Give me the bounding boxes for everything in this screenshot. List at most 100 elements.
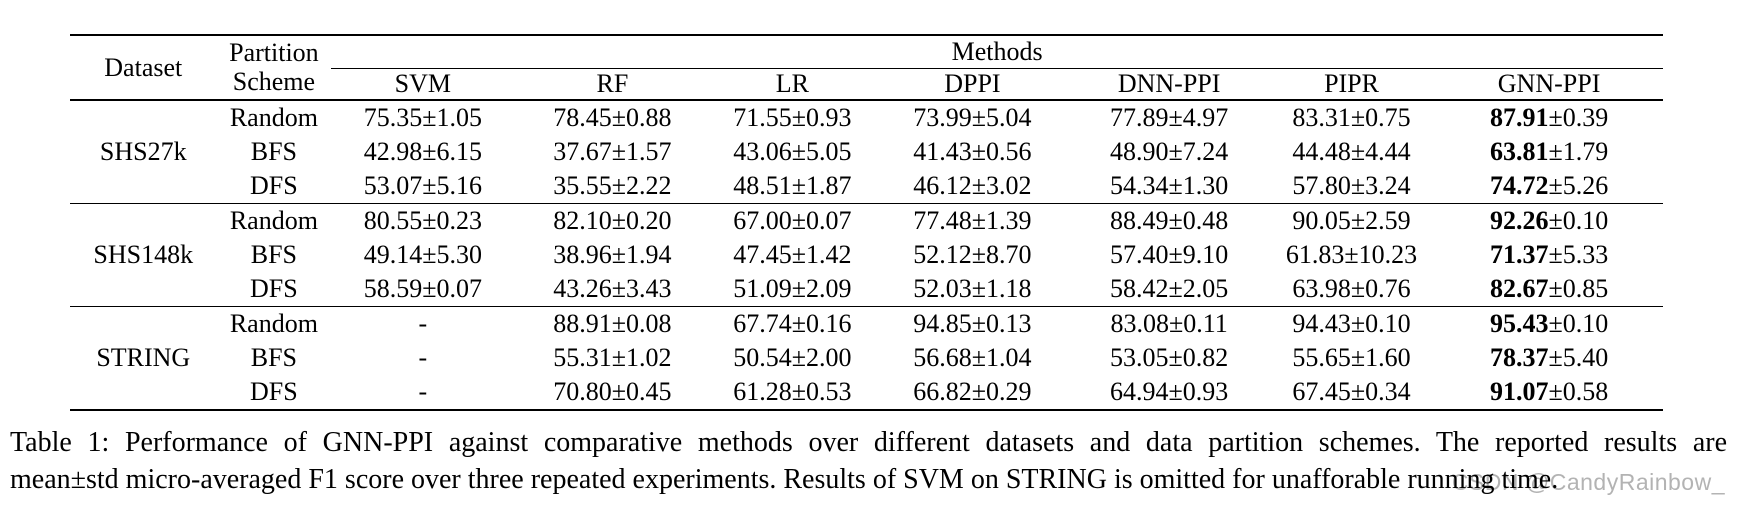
table-row: BFS 42.98±6.15 37.67±1.57 43.06±5.05 41.43±0… — [70, 135, 1663, 169]
value-cell: 74.72±5.26 — [1435, 169, 1663, 204]
col-header-partition-scheme: Partition Scheme — [216, 35, 332, 101]
caption-line-1: Table 1: Performance of GNN-PPI against … — [10, 427, 1727, 458]
value-cell: 71.37±5.33 — [1489, 240, 1609, 269]
value-cell: 66.82±0.29 — [913, 377, 1032, 406]
partition-label-line2: Scheme — [232, 66, 316, 96]
col-header-gnn-ppi: GNN-PPI — [1435, 68, 1663, 101]
col-header-svm: SVM — [331, 68, 515, 101]
value-cell: 77.89±4.97 — [1110, 103, 1229, 132]
value-cell: 78.37±5.40 — [1489, 343, 1609, 372]
header-row-top: Dataset Partition Scheme Methods — [70, 35, 1663, 101]
value-cell: 61.28±0.53 — [733, 377, 852, 406]
value-cell: 50.54±2.00 — [733, 343, 852, 372]
value-cell: 63.98±0.76 — [1267, 272, 1436, 307]
value-cell: - — [418, 377, 428, 406]
value-cell: 63.81±1.79 — [1489, 137, 1609, 166]
value-cell: 48.90±7.24 — [1110, 137, 1229, 166]
value-cell: 57.80±3.24 — [1267, 169, 1436, 204]
dataset-cell-shs148k: SHS148k — [70, 203, 217, 307]
dataset-cell-string: STRING — [96, 343, 191, 372]
scheme-cell: DFS — [216, 272, 332, 307]
value-cell: 88.49±0.48 — [1110, 206, 1229, 235]
table-row: BFS - 55.31±1.02 50.54±2.00 56.68±1.04 53.05±… — [70, 341, 1663, 375]
value-cell: 52.03±1.18 — [874, 272, 1071, 307]
value-cell: 64.94±0.93 — [1110, 377, 1229, 406]
value-cell: 82.10±0.20 — [553, 206, 672, 235]
value-cell: 80.55±0.23 — [363, 206, 482, 235]
value-cell: 51.09±2.09 — [710, 272, 875, 307]
value-cell: 77.48±1.39 — [913, 206, 1032, 235]
col-header-dppi: DPPI — [874, 68, 1071, 101]
scheme-cell: Random — [229, 309, 318, 338]
value-cell: 42.98±6.15 — [363, 137, 482, 166]
table-row: DFS 58.59±0.07 43.26±3.43 51.09±2.09 52.03±1… — [70, 272, 1663, 307]
dataset-cell-shs27k: SHS27k — [70, 100, 217, 204]
col-header-lr: LR — [710, 68, 875, 101]
value-cell: 43.26±3.43 — [514, 272, 711, 307]
value-cell: 37.67±1.57 — [553, 137, 672, 166]
value-cell: 70.80±0.45 — [553, 377, 672, 406]
value-cell: 46.12±3.02 — [874, 169, 1071, 204]
value-cell: 67.74±0.16 — [733, 309, 852, 338]
value-cell: 54.34±1.30 — [1070, 169, 1268, 204]
col-header-methods-group: Methods — [331, 35, 1663, 69]
table-row: DFS - 70.80±0.45 61.28±0.53 66.82±0.29 64.94±… — [70, 375, 1663, 410]
value-cell: 53.05±0.82 — [1110, 343, 1229, 372]
value-cell: 49.14±5.30 — [363, 240, 482, 269]
value-cell: 57.40±9.10 — [1110, 240, 1229, 269]
value-cell: 67.00±0.07 — [733, 206, 852, 235]
value-cell: 47.45±1.42 — [733, 240, 852, 269]
value-cell: 78.45±0.88 — [553, 103, 672, 132]
value-cell: 82.67±0.85 — [1435, 272, 1663, 307]
table-row: DFS 53.07±5.16 35.55±2.22 48.51±1.87 46.12±3… — [70, 169, 1663, 204]
table-caption: Table 1: Performance of GNN-PPI against … — [10, 424, 1727, 498]
value-cell: 91.07±0.58 — [1489, 377, 1609, 406]
value-cell: 90.05±2.59 — [1292, 206, 1411, 235]
value-cell: 87.91±0.39 — [1489, 103, 1609, 132]
caption-line-2: mean±std micro-averaged F1 score over th… — [10, 464, 1559, 495]
value-cell: 73.99±5.04 — [913, 103, 1032, 132]
table-row: STRING Random - 88.91±0.08 67.74±0.16 94.85±0… — [70, 307, 1663, 372]
value-cell: 61.83±10.23 — [1285, 240, 1418, 269]
scheme-cell: DFS — [250, 377, 298, 406]
value-cell: - — [418, 343, 428, 372]
value-cell: 94.43±0.10 — [1292, 309, 1411, 338]
value-cell: 56.68±1.04 — [913, 343, 1032, 372]
value-cell: 55.65±1.60 — [1292, 343, 1411, 372]
table-row: BFS 49.14±5.30 38.96±1.94 47.45±1.42 52.12±8… — [70, 238, 1663, 272]
value-cell: 67.45±0.34 — [1292, 377, 1411, 406]
methods-header-row: SVM RF LR DPPI DNN-PPI PIPR GNN-PPI — [70, 68, 1663, 101]
col-header-rf: RF — [514, 68, 711, 101]
value-cell: - — [418, 309, 428, 338]
value-cell: 71.55±0.93 — [733, 103, 852, 132]
results-table: Dataset Partition Scheme Methods SVM RF LR D… — [70, 34, 1663, 411]
value-cell: 52.12±8.70 — [913, 240, 1032, 269]
value-cell: 41.43±0.56 — [913, 137, 1032, 166]
scheme-cell: BFS — [250, 240, 298, 269]
col-header-dataset: Dataset — [70, 35, 217, 101]
value-cell: 55.31±1.02 — [553, 343, 672, 372]
table-body: SHS27k Random 75.35±1.05 78.45±0.88 71.55±0.… — [70, 100, 1663, 410]
value-cell: 58.59±0.07 — [331, 272, 515, 307]
scheme-cell: Random — [229, 206, 318, 235]
value-cell: 83.31±0.75 — [1292, 103, 1411, 132]
results-table-area: Dataset Partition Scheme Methods SVM RF LR D… — [70, 34, 1663, 411]
value-cell: 44.48±4.44 — [1292, 137, 1411, 166]
scheme-cell: BFS — [250, 137, 298, 166]
value-cell: 35.55±2.22 — [514, 169, 711, 204]
value-cell: 95.43±0.10 — [1489, 309, 1609, 338]
table-row: SHS27k Random 75.35±1.05 78.45±0.88 71.55±0.… — [70, 100, 1663, 204]
value-cell: 94.85±0.13 — [913, 309, 1032, 338]
scheme-cell: DFS — [216, 169, 332, 204]
table-row: SHS148k Random 80.55±0.23 82.10±0.20 67.00±0… — [70, 203, 1663, 307]
scheme-cell: Random — [229, 103, 318, 132]
scheme-cell: BFS — [250, 343, 298, 372]
value-cell: 83.08±0.11 — [1110, 309, 1228, 338]
value-cell: 38.96±1.94 — [553, 240, 672, 269]
value-cell: 48.51±1.87 — [710, 169, 875, 204]
value-cell: 75.35±1.05 — [363, 103, 482, 132]
col-header-pipr: PIPR — [1267, 68, 1436, 101]
partition-label-line1: Partition — [229, 37, 319, 67]
value-cell: 43.06±5.05 — [733, 137, 852, 166]
watermark: CSDN @CandyRainbow_ — [1451, 469, 1725, 495]
